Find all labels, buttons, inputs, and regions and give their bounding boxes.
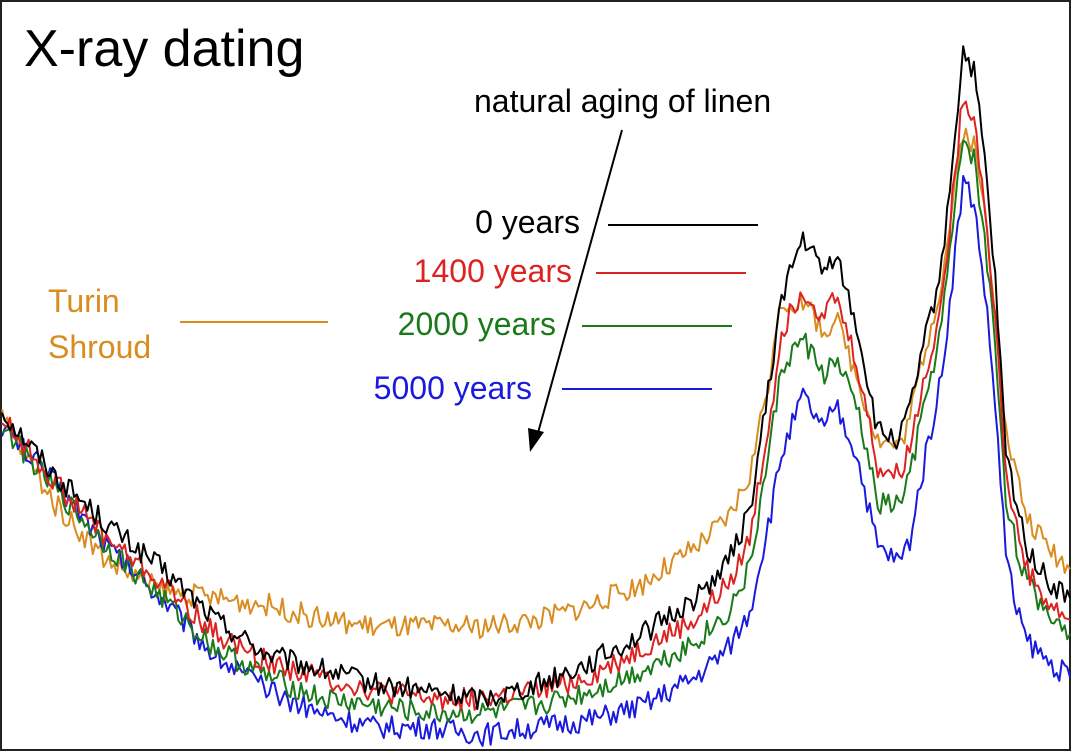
- series-layer: [1, 45, 1071, 747]
- series-line-5000-years: [1, 175, 1071, 747]
- legend-label-turin-shroud: Turin: [48, 283, 120, 319]
- series-line-2000-years: [1, 139, 1071, 724]
- legend-label-0-years: 0 years: [475, 204, 580, 240]
- legend-label-2000-years: 2000 years: [398, 306, 556, 342]
- chart-title: X-ray dating: [24, 20, 304, 78]
- aging-arrow-shaft: [535, 129, 623, 441]
- legend-label-1400-years: 1400 years: [414, 253, 572, 289]
- series-line-turin-shroud: [1, 127, 1071, 639]
- annotation-label: natural aging of linen: [474, 83, 771, 119]
- series-line-0-years: [1, 45, 1071, 711]
- legend-label-turin-shroud-2: Shroud: [48, 329, 151, 365]
- aging-arrow-head: [528, 428, 544, 452]
- legend-label-5000-years: 5000 years: [374, 370, 532, 406]
